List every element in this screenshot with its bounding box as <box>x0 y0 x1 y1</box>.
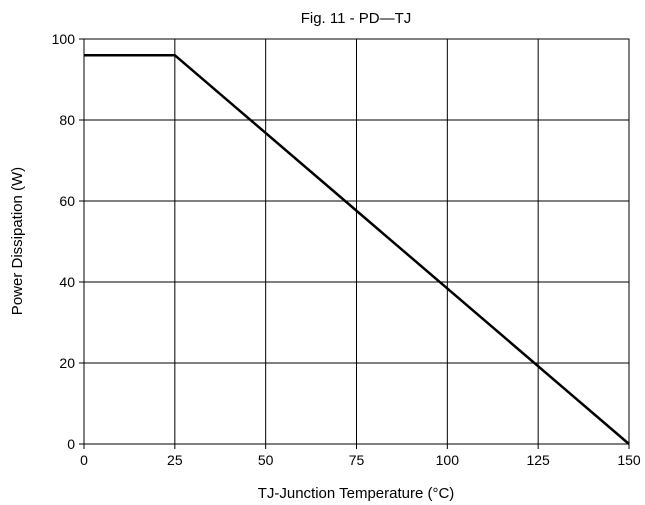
x-tick-label-5: 125 <box>526 452 550 468</box>
series-group <box>84 53 630 445</box>
y-tick-label-1: 20 <box>59 355 75 371</box>
y-tick-label-2: 40 <box>59 274 75 290</box>
y-tick-label-0: 0 <box>67 436 75 452</box>
x-axis-title: TJ-Junction Temperature (°C) <box>258 485 455 502</box>
x-tick-label-6: 150 <box>617 452 641 468</box>
y-tick-label-3: 60 <box>59 193 75 209</box>
x-tick-label-1: 25 <box>167 452 183 468</box>
chart-title: Fig. 11 - PD—TJ <box>301 10 412 27</box>
x-tick-label-3: 75 <box>349 452 365 468</box>
x-tick-labels: 0 25 50 75 100 125 150 <box>80 444 641 468</box>
x-tick-label-0: 0 <box>80 452 88 468</box>
series-line-0 <box>84 53 630 445</box>
x-tick-label-2: 50 <box>258 452 274 468</box>
x-tick-label-4: 100 <box>436 452 460 468</box>
grid <box>84 39 629 444</box>
y-axis-title: Power Dissipation (W) <box>9 167 26 315</box>
y-tick-labels: 0 20 40 60 80 100 <box>52 31 84 452</box>
y-tick-label-4: 80 <box>59 112 75 128</box>
y-tick-label-5: 100 <box>52 31 76 47</box>
